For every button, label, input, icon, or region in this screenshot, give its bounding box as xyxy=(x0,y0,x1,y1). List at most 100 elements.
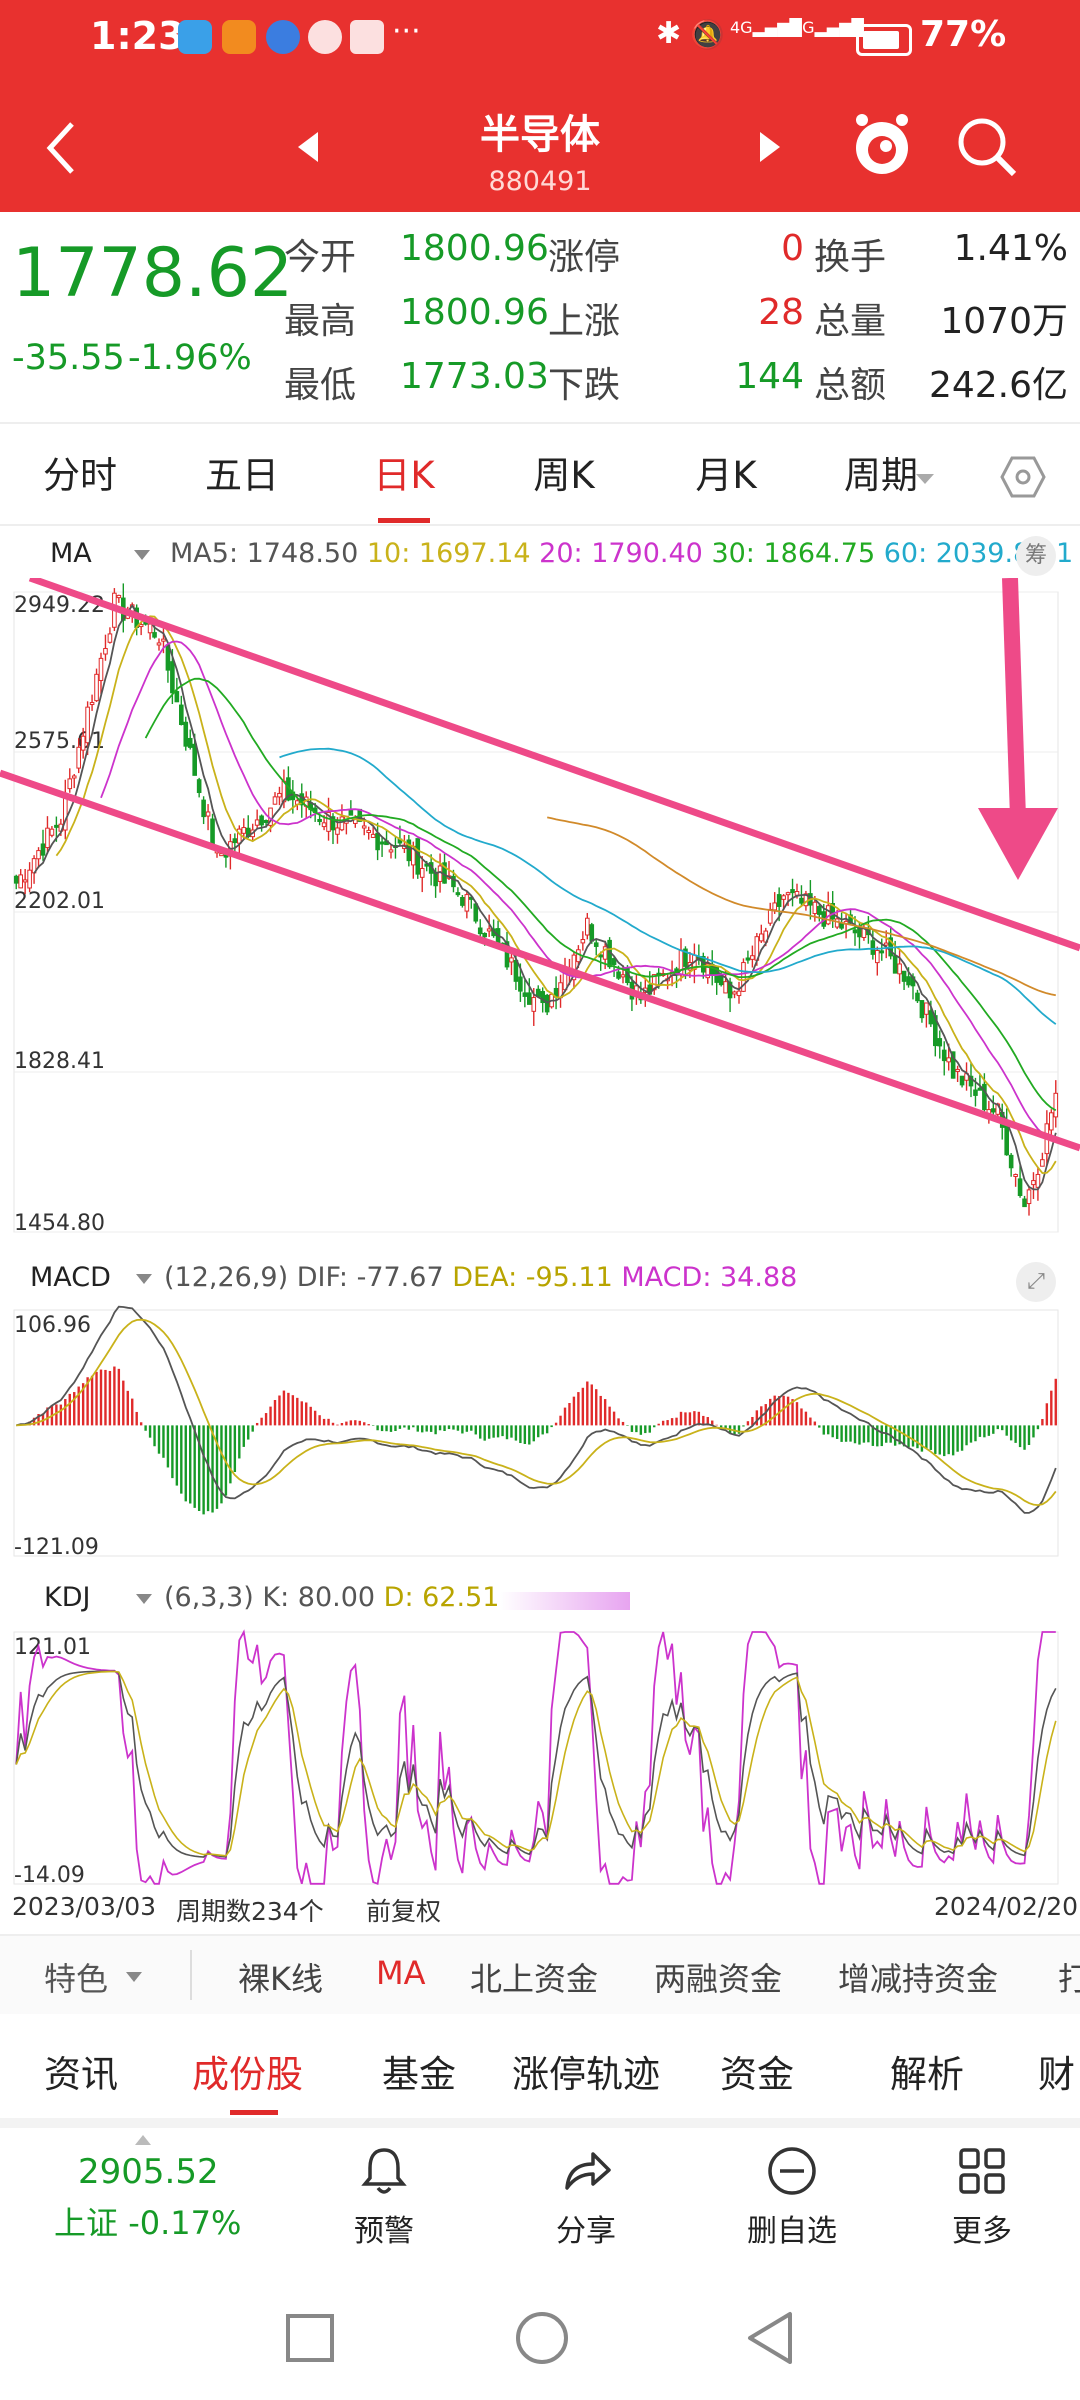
nav-share[interactable]: 分享 xyxy=(526,2144,646,2250)
candle-body xyxy=(1008,1154,1014,1169)
candle-body xyxy=(959,1075,965,1086)
candle-body xyxy=(785,892,791,896)
chip-badge[interactable]: 筹 xyxy=(1016,536,1056,576)
tab-limit-up[interactable]: 涨停轨迹 xyxy=(512,2053,660,2096)
candle-body xyxy=(1040,1159,1045,1167)
ma-label[interactable]: MA xyxy=(50,538,92,569)
macd-label[interactable]: MACD xyxy=(30,1262,111,1293)
candle-body xyxy=(919,1000,925,1019)
candle-body xyxy=(928,1010,934,1025)
recent-apps-icon[interactable] xyxy=(282,2310,338,2366)
nav-alert[interactable]: 预警 xyxy=(324,2144,444,2250)
settings-hexagon-icon[interactable] xyxy=(1000,454,1046,500)
tab-more-cutoff[interactable]: 打 xyxy=(1058,1960,1080,1998)
index-summary[interactable]: 上证 -0.17% xyxy=(54,2198,241,2244)
tab-five-day[interactable]: 五日 xyxy=(205,454,279,497)
prev-stock-icon[interactable] xyxy=(296,130,320,164)
tab-feature[interactable]: 特色 xyxy=(44,1960,109,1998)
adjust-mode[interactable]: 前复权 xyxy=(366,1897,442,1926)
candle-body xyxy=(263,819,269,823)
nav-more[interactable]: 更多 xyxy=(922,2144,1042,2250)
tab-period[interactable]: 周期 xyxy=(844,454,918,497)
candle-body xyxy=(161,638,166,642)
candle-body xyxy=(477,927,483,935)
candle-body xyxy=(138,624,144,628)
candle-body xyxy=(531,997,537,1012)
tab-finance-cutoff[interactable]: 财 xyxy=(1038,2053,1075,2096)
candle-body xyxy=(67,778,73,790)
app-notification-icon xyxy=(222,20,256,54)
stat-label: 下跌 xyxy=(548,365,621,406)
tab-capital[interactable]: 资金 xyxy=(720,2053,794,2096)
candle-body xyxy=(187,737,193,748)
tab-weekly-k[interactable]: 周K xyxy=(533,454,595,497)
nav-label: 删自选 xyxy=(747,2214,837,2249)
tab-constituents[interactable]: 成份股 xyxy=(192,2053,303,2096)
assistant-icon[interactable] xyxy=(850,110,914,180)
candle-body xyxy=(116,594,122,599)
kdj-chart[interactable]: 121.01 -14.09 xyxy=(0,1622,1080,1894)
home-icon[interactable] xyxy=(512,2308,572,2368)
tab-funds[interactable]: 基金 xyxy=(382,2053,456,2096)
chevron-down-icon[interactable] xyxy=(134,1592,154,1606)
tab-analysis[interactable]: 解析 xyxy=(890,2053,964,2096)
tab-margin[interactable]: 两融资金 xyxy=(654,1960,783,1998)
candle-body xyxy=(834,918,840,928)
period-count: 周期数234个 xyxy=(176,1897,324,1926)
candle-body xyxy=(85,706,90,744)
candle-body xyxy=(370,833,376,838)
ma30-line xyxy=(144,677,1057,1112)
index-value[interactable]: 2905.52 xyxy=(78,2152,219,2192)
search-icon[interactable] xyxy=(956,116,1020,180)
chevron-down-icon xyxy=(916,474,934,484)
candle-body xyxy=(883,942,889,946)
candle-body xyxy=(915,992,920,1002)
candle-body xyxy=(968,1075,974,1087)
candle-body xyxy=(732,991,737,995)
tab-daily-k[interactable]: 日K xyxy=(373,454,435,497)
stat-label: 总量 xyxy=(814,301,887,342)
tab-news[interactable]: 资讯 xyxy=(44,2053,118,2096)
candle-body xyxy=(901,970,907,982)
next-stock-icon[interactable] xyxy=(758,130,782,164)
chevron-down-icon[interactable] xyxy=(134,1272,154,1286)
annotation-arrow-head xyxy=(978,808,1058,880)
candle-body xyxy=(924,1002,929,1015)
stat-value: 1800.96 xyxy=(400,228,549,269)
y-tick-label: 2202.01 xyxy=(14,889,105,914)
candle-body xyxy=(339,816,345,831)
candle-body xyxy=(799,897,804,904)
chevron-down-icon[interactable] xyxy=(124,1970,144,1984)
news-app-icon xyxy=(350,20,384,54)
expand-icon[interactable]: ⤢ xyxy=(1016,1262,1056,1302)
candle-body xyxy=(76,746,81,769)
chevron-down-icon[interactable] xyxy=(132,548,152,562)
tab-monthly-k[interactable]: 月K xyxy=(695,454,757,497)
candle-body xyxy=(40,843,46,856)
candle-body xyxy=(254,819,260,826)
tab-northbound[interactable]: 北上资金 xyxy=(470,1960,599,1998)
tab-ma[interactable]: MA xyxy=(376,1954,426,1992)
kdj-label[interactable]: KDJ xyxy=(44,1582,91,1613)
kdj-legend: KDJ (6,3,3) K: 80.00 D: 62.51 xyxy=(0,1578,1080,1622)
candle-body xyxy=(321,822,327,828)
candle-body xyxy=(589,924,595,942)
candle-body xyxy=(460,897,465,906)
macd-params: (12,26,9) xyxy=(164,1262,289,1293)
kdj-values: (6,3,3) K: 80.00 D: 62.51 xyxy=(164,1582,499,1613)
ma-legend-items: MA5: 1748.50 10: 1697.14 20: 1790.40 30:… xyxy=(170,538,1073,569)
nav-remove-watchlist[interactable]: 删自选 xyxy=(722,2144,862,2250)
tab-holdings-change[interactable]: 增减持资金 xyxy=(838,1960,999,1998)
tab-plain-k[interactable]: 裸K线 xyxy=(238,1960,323,1998)
back-icon[interactable] xyxy=(40,118,80,178)
tab-minute[interactable]: 分时 xyxy=(43,454,117,497)
ma60-line xyxy=(279,747,1057,1025)
candle-body xyxy=(388,849,394,853)
candle-body xyxy=(870,940,876,955)
macd-chart[interactable]: 106.96 -121.09 xyxy=(0,1302,1080,1564)
stat-value: 1773.03 xyxy=(400,356,549,397)
candle-body xyxy=(455,892,461,896)
back-nav-icon[interactable] xyxy=(742,2308,798,2368)
end-date: 2024/02/20 xyxy=(934,1892,1079,1921)
